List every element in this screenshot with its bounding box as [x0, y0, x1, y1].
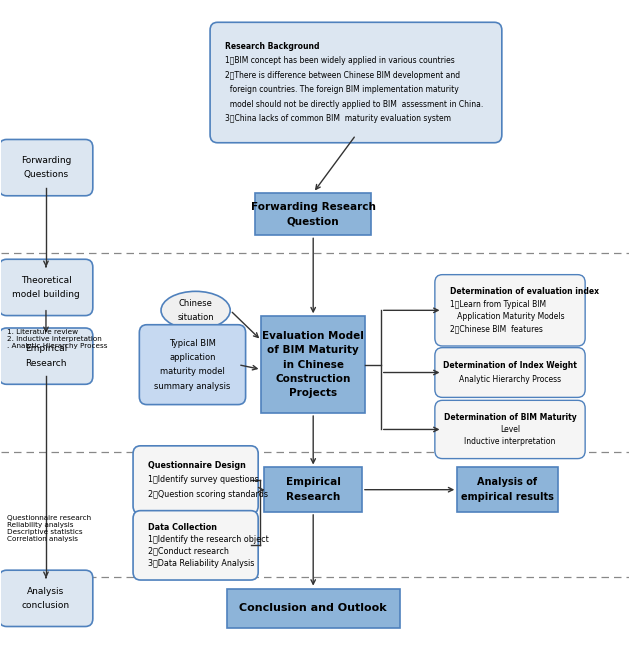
Text: Empirical: Empirical [286, 478, 341, 487]
Text: 1、Identify the research object: 1、Identify the research object [148, 535, 269, 544]
Text: Question: Question [287, 216, 339, 226]
Text: 1、Identify survey questions: 1、Identify survey questions [148, 476, 259, 484]
FancyBboxPatch shape [435, 400, 585, 459]
Text: in Chinese: in Chinese [283, 359, 344, 370]
FancyBboxPatch shape [139, 325, 246, 405]
Text: Theoretical: Theoretical [20, 276, 71, 285]
Text: Questions: Questions [24, 171, 68, 179]
Text: model should not be directly applied to BIM  assessment in China.: model should not be directly applied to … [225, 100, 484, 109]
Text: 2、Question scoring standards: 2、Question scoring standards [148, 490, 268, 499]
FancyBboxPatch shape [210, 22, 502, 143]
Text: Evaluation Model: Evaluation Model [262, 331, 364, 341]
FancyBboxPatch shape [435, 275, 585, 346]
Text: 1、Learn from Typical BIM: 1、Learn from Typical BIM [450, 300, 546, 308]
FancyBboxPatch shape [133, 446, 258, 514]
Text: application: application [169, 353, 216, 362]
Text: Research: Research [26, 359, 67, 368]
Text: Level: Level [500, 425, 520, 434]
Text: 1、BIM concept has been widely applied in various countries: 1、BIM concept has been widely applied in… [225, 56, 455, 66]
Text: Determination of BIM Maturity: Determination of BIM Maturity [443, 413, 576, 422]
FancyBboxPatch shape [0, 570, 93, 626]
Text: Analysis: Analysis [27, 586, 64, 596]
Text: Research Background: Research Background [225, 42, 320, 51]
Text: Determination of evaluation index: Determination of evaluation index [450, 287, 599, 297]
Text: empirical results: empirical results [461, 492, 554, 502]
Text: Questionnaire research
Reliability analysis
Descriptive statistics
Correlation a: Questionnaire research Reliability analy… [7, 514, 91, 542]
Text: Application Maturity Models: Application Maturity Models [450, 312, 565, 321]
Text: Typical BIM: Typical BIM [169, 338, 216, 348]
Text: Chinese: Chinese [179, 298, 212, 308]
Ellipse shape [161, 291, 230, 329]
Text: 3、China lacks of common BIM  maturity evaluation system: 3、China lacks of common BIM maturity eva… [225, 114, 451, 123]
FancyBboxPatch shape [0, 259, 93, 316]
Text: Forwarding Research: Forwarding Research [251, 202, 376, 212]
FancyBboxPatch shape [255, 193, 371, 236]
Text: conclusion: conclusion [22, 601, 70, 610]
Text: Analytic Hierarchy Process: Analytic Hierarchy Process [459, 375, 561, 384]
Text: Determination of Index Weight: Determination of Index Weight [443, 361, 577, 370]
Text: Empirical: Empirical [25, 344, 67, 354]
Text: situation: situation [177, 313, 214, 322]
FancyBboxPatch shape [226, 588, 399, 628]
Text: Forwarding: Forwarding [21, 156, 71, 165]
FancyBboxPatch shape [0, 328, 93, 384]
Text: summary analysis: summary analysis [154, 382, 231, 390]
Text: 3、Data Reliability Analysis: 3、Data Reliability Analysis [148, 559, 255, 567]
Text: 1. Literature review
2. Inductive interpretation
. Analytic Hierarchy Process: 1. Literature review 2. Inductive interp… [7, 329, 107, 349]
Text: Questionnaire Design: Questionnaire Design [148, 461, 246, 470]
FancyBboxPatch shape [435, 348, 585, 398]
Text: model building: model building [12, 290, 80, 299]
Text: 2、There is difference between Chinese BIM development and: 2、There is difference between Chinese BI… [225, 71, 460, 80]
Text: foreign countries. The foreign BIM implementation maturity: foreign countries. The foreign BIM imple… [225, 85, 459, 94]
Text: Conclusion and Outlook: Conclusion and Outlook [239, 603, 387, 613]
Text: Research: Research [286, 492, 340, 502]
Text: Analysis of: Analysis of [477, 478, 538, 487]
FancyBboxPatch shape [457, 468, 558, 512]
FancyBboxPatch shape [0, 140, 93, 195]
Text: Projects: Projects [289, 388, 338, 398]
Text: Data Collection: Data Collection [148, 523, 217, 532]
FancyBboxPatch shape [265, 468, 362, 512]
Text: of BIM Maturity: of BIM Maturity [267, 345, 359, 356]
Text: maturity model: maturity model [160, 367, 225, 377]
Text: 2、Conduct research: 2、Conduct research [148, 547, 229, 556]
Text: 2、Chinese BIM  features: 2、Chinese BIM features [450, 324, 543, 333]
Text: Construction: Construction [276, 374, 351, 384]
FancyBboxPatch shape [262, 316, 365, 413]
FancyBboxPatch shape [133, 510, 258, 580]
Text: Inductive interpretation: Inductive interpretation [464, 437, 556, 446]
